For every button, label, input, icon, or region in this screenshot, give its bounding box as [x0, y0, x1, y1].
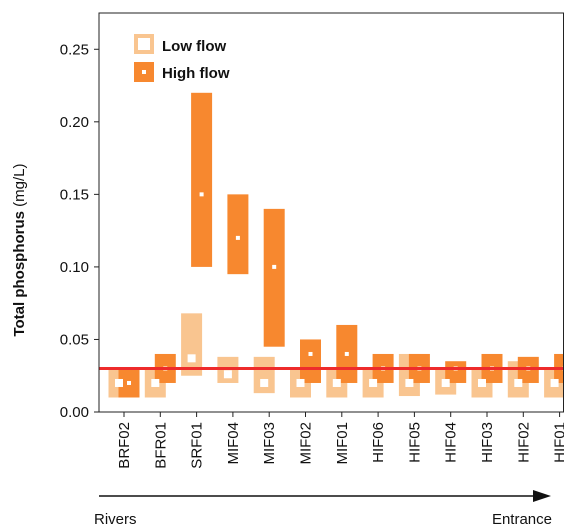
low-flow-median	[296, 378, 305, 387]
low-flow-median	[115, 378, 123, 387]
x-tick-label: MIF02	[298, 422, 315, 465]
y-tick-label: 0.10	[60, 259, 89, 276]
low-flow-bar	[181, 313, 203, 376]
x-tick-label: HIF02	[515, 422, 532, 463]
high-flow-median	[308, 351, 313, 356]
flow-direction-arrow	[99, 490, 551, 502]
high-flow-median	[272, 264, 277, 269]
high-flow-median	[344, 351, 349, 356]
low-flow-median	[550, 378, 559, 387]
low-flow-median	[369, 378, 378, 387]
high-flow-bar	[227, 194, 249, 275]
y-axis-title-main: Total phosphorus	[11, 211, 28, 337]
x-tick-label: BRF02	[116, 422, 133, 469]
legend-low-flow-swatch	[134, 34, 154, 54]
low-flow-median	[332, 378, 341, 387]
low-flow-median	[514, 378, 523, 387]
legend: Low flow High flow	[134, 34, 230, 82]
low-flow-median	[441, 378, 450, 387]
low-flow-median	[260, 378, 269, 387]
x-tick-label: MIF04	[225, 422, 242, 465]
x-tick-label: HIF05	[406, 422, 423, 463]
y-tick-label: 0.00	[60, 404, 89, 421]
y-axis-title: Total phosphorus (mg/L)	[11, 163, 28, 336]
high-flow-bars	[118, 92, 564, 398]
y-tick-label: 0.20	[60, 114, 89, 131]
legend-low-flow-label: Low flow	[162, 38, 226, 55]
low-flow-median	[187, 354, 196, 363]
high-flow-median-srf01	[199, 192, 204, 197]
y-axis-title-unit: (mg/L)	[11, 163, 28, 211]
y-axis-ticks: 0.00 0.05 0.10 0.15 0.20 0.25	[60, 41, 99, 421]
low-flow-bar	[253, 356, 275, 394]
high-flow-median	[235, 235, 240, 240]
legend-high-flow-dot	[142, 70, 146, 74]
x-tick-label: MIF01	[334, 422, 351, 465]
low-flow-median	[478, 378, 486, 387]
high-flow-bar	[263, 208, 285, 347]
high-flow-bar-srf01	[191, 92, 213, 267]
arrow-head	[533, 490, 551, 502]
low-flow-median	[405, 378, 414, 387]
rivers-label: Rivers	[94, 511, 137, 528]
x-axis-ticks: BRF02 BFR01 SRF01 MIF04 MIF03 MIF02 MIF01 HIF06…	[116, 412, 564, 469]
x-tick-label: BFR01	[152, 422, 169, 469]
low-flow-median	[151, 378, 160, 387]
high-flow-median	[127, 380, 131, 385]
low-flow-median	[223, 370, 232, 379]
y-tick-label: 0.25	[60, 41, 89, 58]
x-tick-label: MIF03	[261, 422, 278, 465]
high-flow-bar	[445, 361, 467, 383]
x-tick-label: HIF06	[370, 422, 387, 463]
x-tick-label: HIF04	[443, 422, 460, 463]
x-tick-label: HIF03	[479, 422, 496, 463]
y-tick-label: 0.15	[60, 186, 89, 203]
legend-high-flow-label: High flow	[162, 65, 230, 82]
entrance-label: Entrance	[492, 511, 552, 528]
x-tick-label: HIF01	[552, 422, 564, 463]
high-flow-bar	[300, 339, 321, 383]
y-tick-label: 0.05	[60, 331, 89, 348]
x-tick-label: SRF01	[189, 422, 206, 469]
